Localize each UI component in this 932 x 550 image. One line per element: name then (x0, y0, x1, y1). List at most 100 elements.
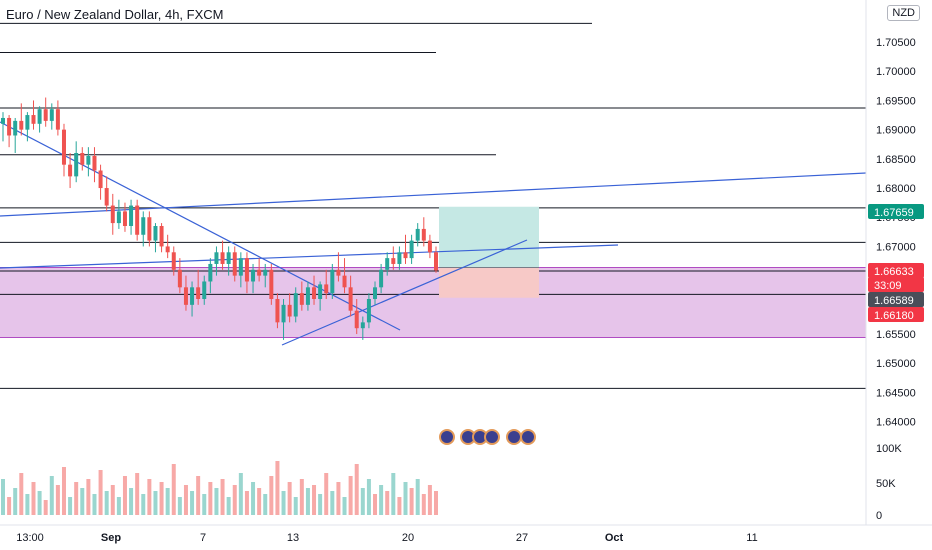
price-label-text: 1.66633 (874, 266, 914, 278)
candle-body (98, 170, 103, 189)
volume-bar (86, 479, 91, 515)
volume-bar (299, 479, 304, 515)
stop-box (439, 267, 539, 298)
candle-body (336, 269, 341, 276)
volume-bar (19, 473, 24, 515)
volume-bar (403, 482, 408, 515)
time-tick-label: Oct (605, 532, 624, 544)
trendline (0, 244, 619, 269)
volume-bar (232, 485, 237, 515)
time-tick-label: Sep (101, 532, 121, 544)
candle-body (385, 258, 390, 270)
candle-body (159, 226, 164, 247)
candle-body (415, 228, 420, 241)
price-tick-label: 1.65500 (876, 329, 916, 341)
candle-body (183, 287, 188, 305)
candle-body (147, 217, 152, 241)
volume-bar (385, 491, 390, 515)
time-tick-label: 7 (200, 532, 206, 544)
volume-bar (98, 470, 103, 515)
candle-body (122, 211, 127, 227)
volume-bar (171, 464, 176, 515)
volume-bar (324, 473, 329, 515)
candle-body (360, 322, 365, 329)
volume-bar (312, 485, 317, 515)
candle-body (74, 153, 79, 177)
economic-event-icon (484, 429, 500, 445)
price-label-text: 1.66180 (874, 310, 914, 322)
volume-bar (110, 485, 115, 515)
currency-selector[interactable]: NZD (887, 5, 920, 21)
volume-bar (43, 500, 48, 515)
volume-bar (116, 497, 121, 515)
candle-body (202, 281, 207, 300)
volume-bar (421, 494, 426, 515)
volume-bar (330, 491, 335, 515)
candle-body (330, 269, 335, 294)
volume-tick-label: 0 (876, 510, 882, 522)
candle-body (129, 205, 134, 227)
price-tick-label: 1.69000 (876, 125, 916, 137)
volume-bar (129, 488, 134, 515)
candle-body (116, 211, 121, 224)
volume-bar (7, 497, 12, 515)
volume-bar (415, 479, 420, 515)
time-tick-label: 27 (516, 532, 528, 544)
price-label-box (868, 307, 924, 322)
price-label-box (868, 277, 924, 292)
volume-bar (37, 491, 42, 515)
volume-bar (104, 491, 109, 515)
price-label-text: 33:09 (874, 280, 902, 292)
price-label-box (868, 292, 924, 307)
volume-bar (49, 476, 54, 515)
volume-bar (190, 491, 195, 515)
candle-body (165, 246, 170, 253)
volume-bar (92, 494, 97, 515)
volume-bar (244, 491, 249, 515)
volume-bar (31, 482, 36, 515)
candle-body (238, 258, 243, 276)
candle-body (305, 287, 310, 305)
volume-bar (342, 497, 347, 515)
economic-event-icon (506, 429, 522, 445)
volume-bar (391, 473, 396, 515)
candle-body (86, 155, 91, 165)
candle-body (214, 252, 219, 264)
candle-body (269, 269, 274, 300)
volume-bar (141, 494, 146, 515)
candle-body (299, 293, 304, 305)
price-label-text: 1.66589 (874, 295, 914, 307)
price-tick-label: 1.64000 (876, 417, 916, 429)
volume-bar (336, 482, 341, 515)
price-label-box (868, 263, 924, 278)
candle-body (196, 287, 201, 300)
volume-bar (135, 473, 140, 515)
volume-bar (159, 482, 164, 515)
volume-bar (196, 476, 201, 515)
volume-bar (147, 479, 152, 515)
volume-bar (68, 497, 73, 515)
candle-body (281, 304, 286, 323)
candle-body (208, 263, 213, 282)
price-tick-label: 1.68500 (876, 154, 916, 166)
candle-body (397, 252, 402, 264)
trendline (0, 172, 867, 217)
time-tick-label: 11 (746, 532, 757, 544)
candle-body (379, 269, 384, 288)
candle-body (43, 109, 48, 121)
candle-body (324, 284, 329, 294)
volume-bar (379, 485, 384, 515)
price-tick-label: 1.70000 (876, 66, 916, 78)
volume-bar (366, 479, 371, 515)
candle-body (80, 153, 85, 165)
volume-bar (409, 488, 414, 515)
time-tick-label: 13:00 (16, 532, 44, 544)
volume-bar (13, 488, 18, 515)
candle-body (287, 304, 292, 317)
volume-bar (220, 479, 225, 515)
volume-bar (257, 488, 262, 515)
volume-bar (293, 497, 298, 515)
candle-body (293, 293, 298, 317)
volume-bar (25, 494, 30, 515)
candle-body (312, 287, 317, 300)
